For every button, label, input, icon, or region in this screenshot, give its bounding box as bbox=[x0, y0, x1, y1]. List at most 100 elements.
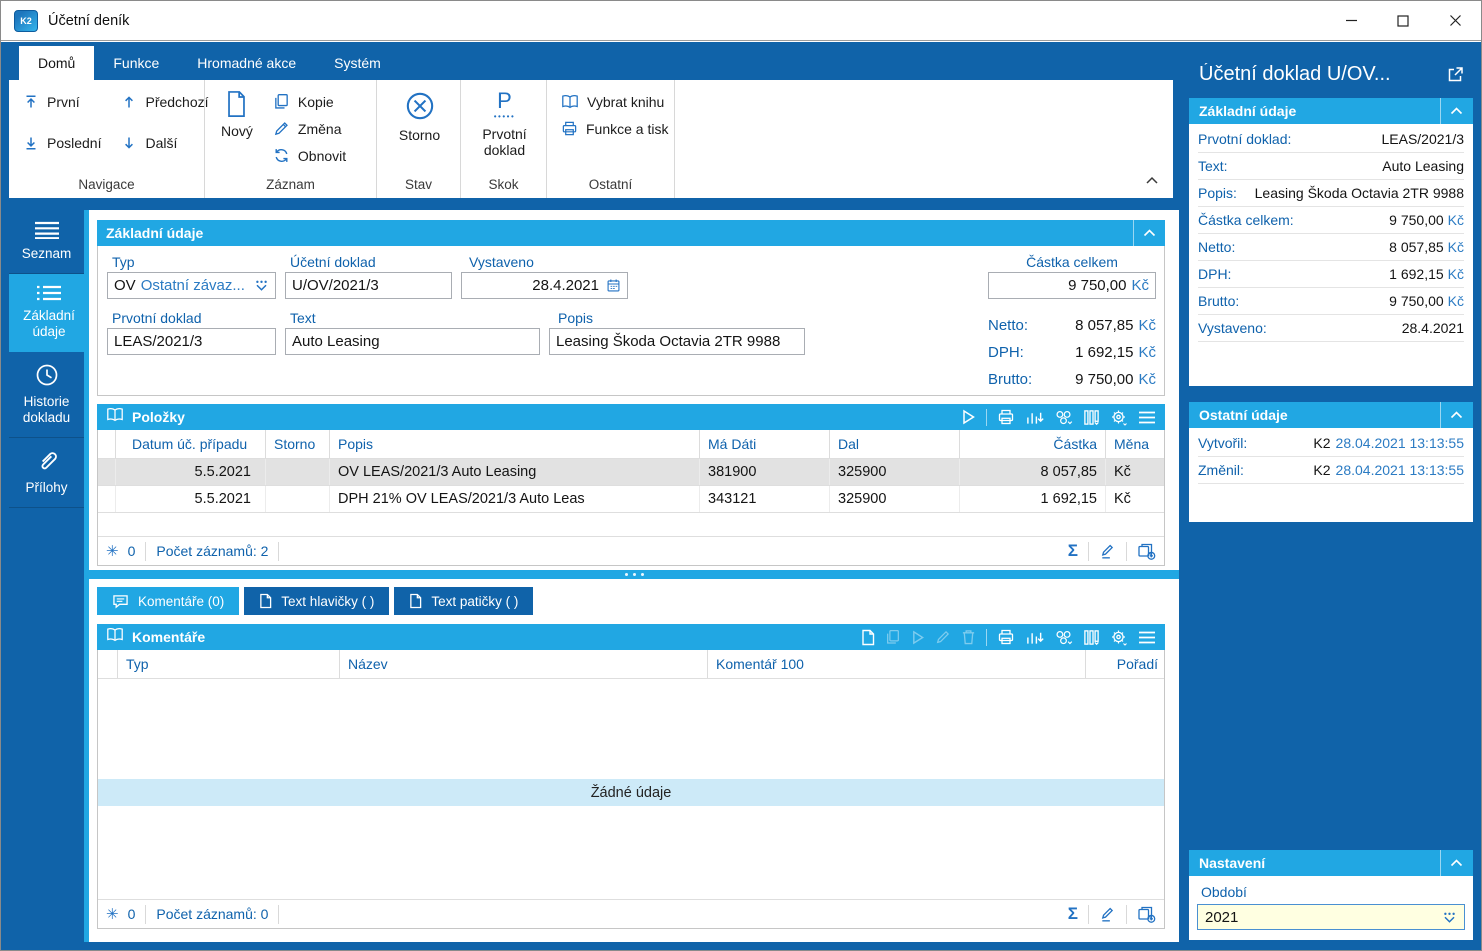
obdobi-combobox[interactable]: 2021 bbox=[1197, 904, 1465, 930]
print-icon[interactable] bbox=[997, 628, 1015, 646]
collapse-section-button[interactable] bbox=[1440, 850, 1463, 876]
popis-value: Leasing Škoda Octavia 2TR 9988 bbox=[556, 333, 781, 350]
section-header: Základní údaje bbox=[1189, 98, 1473, 124]
sidebar-item-historie-dokladu[interactable]: Historie dokladu bbox=[9, 352, 84, 438]
ribbon-tab-domu[interactable]: Domů bbox=[19, 46, 95, 80]
chart-export-icon[interactable] bbox=[1025, 409, 1044, 426]
column-header-popis[interactable]: Popis bbox=[330, 430, 700, 458]
column-header-poradi[interactable]: Pořadí bbox=[1116, 656, 1158, 672]
storno-button[interactable]: Storno bbox=[393, 88, 446, 171]
tab-text-paticky[interactable]: Text patičky ( ) bbox=[394, 587, 534, 615]
sum-icon[interactable]: Σ bbox=[1067, 541, 1078, 560]
sidebar-item-zakladni-udaje[interactable]: Základní údaje bbox=[9, 274, 89, 352]
prvotni-doklad-button[interactable]: Prvotní doklad bbox=[472, 88, 538, 171]
ribbon-tab-hromadne-akce[interactable]: Hromadné akce bbox=[197, 55, 297, 71]
collapse-section-button[interactable] bbox=[1440, 98, 1463, 124]
freeze-icon[interactable]: ✳ bbox=[106, 906, 119, 923]
horizontal-splitter[interactable] bbox=[89, 570, 1179, 579]
chart-export-icon[interactable] bbox=[1025, 629, 1044, 646]
text-field[interactable]: Auto Leasing bbox=[285, 328, 540, 355]
new-document-icon[interactable] bbox=[861, 629, 875, 646]
sidebar-item-prilohy[interactable]: Přílohy bbox=[9, 438, 84, 509]
change-button[interactable]: Změna bbox=[269, 115, 350, 142]
maximize-button[interactable] bbox=[1377, 1, 1429, 40]
column-header-datum[interactable]: Datum úč. případu bbox=[116, 430, 266, 458]
sum-icon[interactable]: Σ bbox=[1067, 904, 1078, 923]
text-value: Auto Leasing bbox=[292, 333, 380, 350]
typ-combobox[interactable]: OV Ostatní závaz... bbox=[107, 272, 276, 299]
calendar-icon[interactable] bbox=[606, 278, 621, 293]
edit-pencil-icon[interactable] bbox=[1099, 906, 1116, 923]
text-label: Text bbox=[290, 310, 316, 326]
detail-sidebar: Účetní doklad U/OV... Základní údaje Prv… bbox=[1187, 50, 1475, 942]
funkce-a-tisk-button[interactable]: Funkce a tisk bbox=[557, 115, 668, 142]
process-gears-icon[interactable] bbox=[1054, 409, 1073, 426]
table-row[interactable]: 5.5.2021 DPH 21% OV LEAS/2021/3 Auto Lea… bbox=[98, 486, 1164, 513]
run-icon[interactable] bbox=[961, 409, 976, 425]
ribbon-group-stav: Storno Stav bbox=[377, 80, 461, 198]
cell-datum: 5.5.2021 bbox=[116, 486, 266, 512]
column-header-castka[interactable]: Částka bbox=[960, 430, 1106, 458]
column-header-ma-dati[interactable]: Má Dáti bbox=[700, 430, 830, 458]
prvotni-doklad-field[interactable]: LEAS/2021/3 bbox=[107, 328, 276, 355]
tab-text-hlavicky[interactable]: Text hlavičky ( ) bbox=[244, 587, 390, 615]
freeze-icon[interactable]: ✳ bbox=[106, 543, 119, 560]
copy-button[interactable]: Kopie bbox=[269, 88, 350, 115]
brutto-label: Brutto: bbox=[988, 371, 1033, 388]
ribbon-group-ostatni: Vybrat knihu Funkce a tisk Ostatní bbox=[547, 80, 675, 198]
table-row[interactable]: 5.5.2021 OV LEAS/2021/3 Auto Leasing 381… bbox=[98, 459, 1164, 486]
next-button[interactable]: Další bbox=[117, 130, 212, 157]
open-external-icon[interactable] bbox=[1446, 65, 1465, 84]
ribbon-tab-system[interactable]: Systém bbox=[334, 55, 381, 71]
dropdown-icon[interactable] bbox=[1442, 911, 1457, 924]
menu-icon bbox=[34, 221, 60, 239]
run-icon[interactable] bbox=[911, 630, 925, 645]
last-button[interactable]: Poslední bbox=[19, 130, 105, 157]
collapse-section-button[interactable] bbox=[1440, 402, 1463, 428]
dropdown-icon[interactable] bbox=[254, 279, 269, 292]
vystaveno-value: 28.4.2021 bbox=[532, 277, 599, 294]
previous-button[interactable]: Předchozí bbox=[117, 88, 212, 115]
tab-komentare[interactable]: Komentáře (0) bbox=[97, 587, 240, 615]
copy-icon[interactable] bbox=[885, 629, 901, 645]
add-record-icon[interactable] bbox=[1137, 542, 1156, 560]
new-button[interactable]: Nový bbox=[215, 88, 259, 171]
footer-separator bbox=[278, 541, 280, 561]
dph-value: 1 692,15 bbox=[1075, 344, 1134, 361]
settings-gear-icon[interactable] bbox=[1110, 409, 1128, 426]
print-icon[interactable] bbox=[997, 408, 1015, 426]
column-header-storno[interactable]: Storno bbox=[266, 430, 330, 458]
close-button[interactable] bbox=[1429, 1, 1481, 40]
edit-pencil-icon[interactable] bbox=[1099, 543, 1116, 560]
add-record-icon[interactable] bbox=[1137, 905, 1156, 923]
ribbon-tab-funkce[interactable]: Funkce bbox=[113, 55, 160, 71]
vystaveno-field[interactable]: 28.4.2021 bbox=[461, 272, 628, 299]
columns-icon[interactable] bbox=[1083, 629, 1100, 646]
vybrat-knihu-button[interactable]: Vybrat knihu bbox=[557, 88, 666, 115]
column-header-dal[interactable]: Dal bbox=[830, 430, 960, 458]
row-selector[interactable] bbox=[98, 486, 116, 512]
edit-pencil-icon[interactable] bbox=[935, 629, 951, 645]
ribbon-collapse-button[interactable] bbox=[1145, 172, 1159, 190]
column-header-typ[interactable]: Typ bbox=[118, 650, 340, 678]
ucetni-doklad-field[interactable]: U/OV/2021/3 bbox=[285, 272, 452, 299]
columns-icon[interactable] bbox=[1083, 409, 1100, 426]
menu-icon[interactable] bbox=[1138, 631, 1156, 644]
process-gears-icon[interactable] bbox=[1054, 629, 1073, 646]
first-button[interactable]: První bbox=[19, 88, 105, 115]
column-header-mena[interactable]: Měna bbox=[1114, 436, 1150, 452]
column-header-komentar[interactable]: Komentář 100 bbox=[708, 650, 1086, 678]
row-selector[interactable] bbox=[98, 459, 116, 485]
footer-separator bbox=[145, 541, 147, 561]
settings-gear-icon[interactable] bbox=[1110, 629, 1128, 646]
castka-celkem-field[interactable]: 9 750,00 Kč bbox=[988, 272, 1156, 299]
refresh-button[interactable]: Obnovit bbox=[269, 142, 350, 169]
collapse-panel-button[interactable] bbox=[1133, 220, 1156, 246]
delete-trash-icon[interactable] bbox=[961, 629, 976, 645]
column-header-nazev[interactable]: Název bbox=[340, 650, 708, 678]
sidebar-item-seznam[interactable]: Seznam bbox=[9, 210, 84, 275]
footer-separator bbox=[1126, 541, 1127, 561]
minimize-button[interactable] bbox=[1325, 1, 1377, 40]
popis-field[interactable]: Leasing Škoda Octavia 2TR 9988 bbox=[549, 328, 805, 355]
menu-icon[interactable] bbox=[1138, 411, 1156, 424]
